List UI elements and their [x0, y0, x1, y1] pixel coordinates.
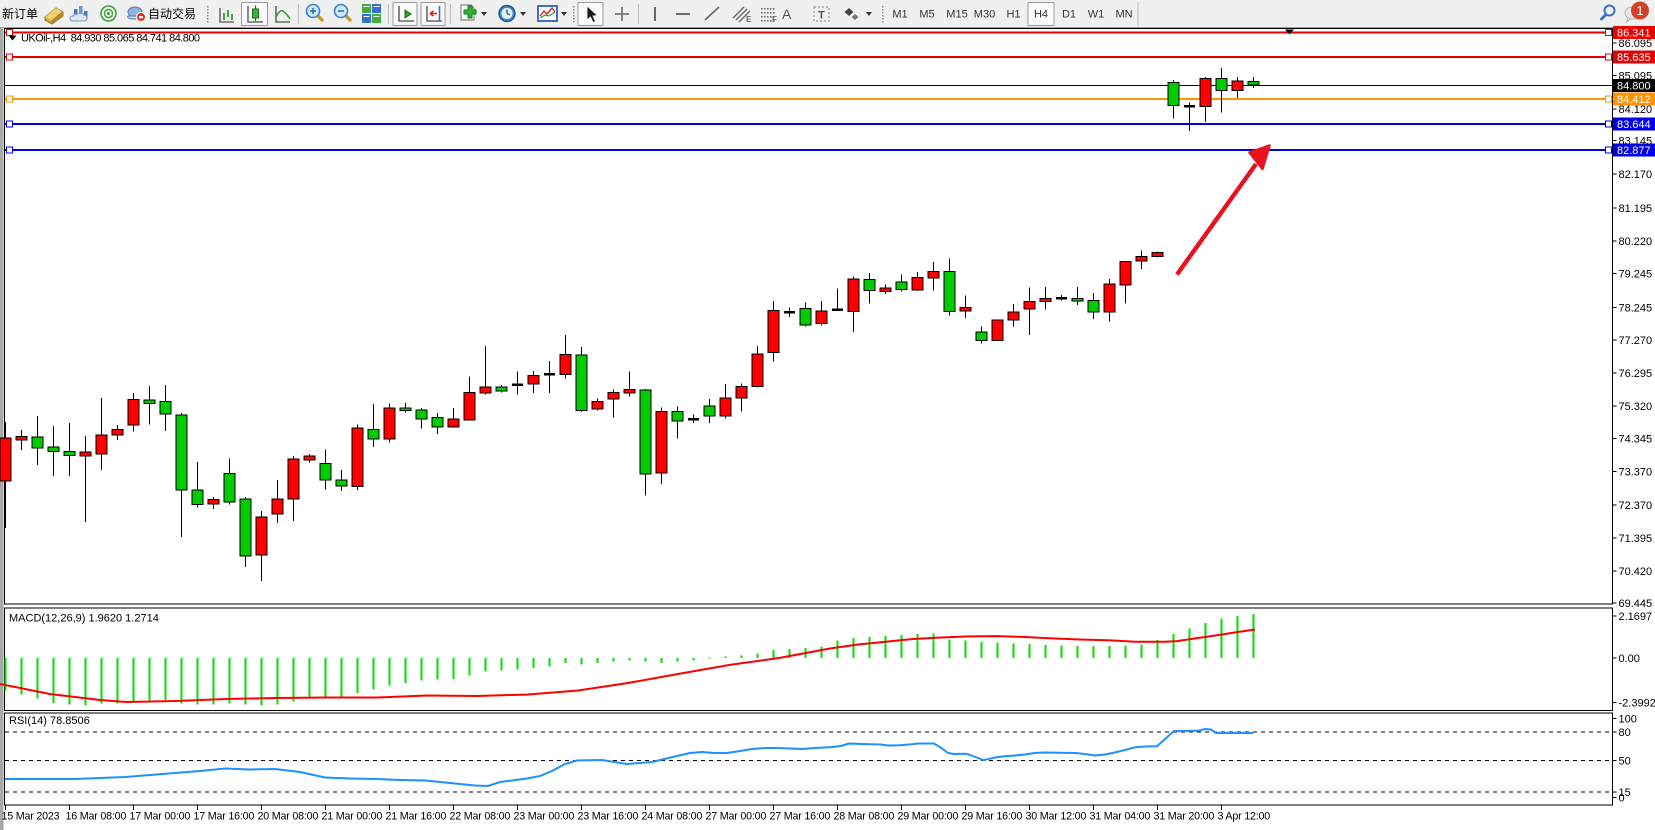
svg-text:T: T — [818, 10, 825, 22]
svg-text:82.877: 82.877 — [1617, 145, 1651, 157]
svg-text:M5: M5 — [919, 9, 934, 21]
svg-text:84.120: 84.120 — [1619, 104, 1653, 116]
svg-text:H1: H1 — [1006, 9, 1020, 21]
svg-text:M1: M1 — [892, 9, 907, 21]
svg-text:73.370: 73.370 — [1619, 467, 1653, 479]
svg-text:15: 15 — [1619, 787, 1631, 799]
svg-text:79.245: 79.245 — [1619, 269, 1653, 281]
svg-text:85.635: 85.635 — [1617, 52, 1651, 64]
svg-text:80.220: 80.220 — [1619, 236, 1653, 248]
svg-text:30 Mar 12:00: 30 Mar 12:00 — [1026, 811, 1087, 823]
svg-text:0.00: 0.00 — [1619, 653, 1640, 665]
svg-text:24 Mar 08:00: 24 Mar 08:00 — [642, 811, 703, 823]
svg-text:100: 100 — [1619, 714, 1637, 726]
svg-text:MACD(12,26,9) 1.9620 1.2714: MACD(12,26,9) 1.9620 1.2714 — [9, 613, 159, 625]
svg-text:W1: W1 — [1088, 9, 1105, 21]
svg-text:82.170: 82.170 — [1619, 169, 1653, 181]
svg-text:31 Mar 20:00: 31 Mar 20:00 — [1154, 811, 1215, 823]
svg-text:23 Mar 00:00: 23 Mar 00:00 — [514, 811, 575, 823]
svg-text:84.412: 84.412 — [1617, 94, 1651, 106]
svg-text:50: 50 — [1619, 756, 1631, 768]
svg-text:17 Mar 16:00: 17 Mar 16:00 — [194, 811, 255, 823]
svg-text:86.341: 86.341 — [1617, 28, 1651, 40]
svg-text:75.320: 75.320 — [1619, 401, 1653, 413]
svg-text:自动交易: 自动交易 — [148, 6, 196, 21]
svg-text:29 Mar 00:00: 29 Mar 00:00 — [898, 811, 959, 823]
svg-text:27 Mar 16:00: 27 Mar 16:00 — [770, 811, 831, 823]
svg-text:86.095: 86.095 — [1619, 38, 1653, 50]
svg-text:16 Mar 08:00: 16 Mar 08:00 — [66, 811, 127, 823]
svg-text:80: 80 — [1619, 727, 1631, 739]
svg-text:81.195: 81.195 — [1619, 203, 1653, 215]
svg-text:新订单: 新订单 — [2, 6, 38, 21]
svg-text:76.295: 76.295 — [1619, 368, 1653, 380]
svg-text:22 Mar 08:00: 22 Mar 08:00 — [450, 811, 511, 823]
svg-text:A: A — [782, 6, 792, 22]
svg-text:72.370: 72.370 — [1619, 500, 1653, 512]
svg-text:28 Mar 08:00: 28 Mar 08:00 — [834, 811, 895, 823]
svg-text:84.800: 84.800 — [1617, 81, 1651, 93]
svg-text:1: 1 — [1636, 3, 1643, 18]
svg-text:UKOil-,H4 84.930 85.065 84.74: UKOil-,H4 84.930 85.065 84.741 84.800 — [21, 33, 200, 45]
svg-text:21 Mar 00:00: 21 Mar 00:00 — [322, 811, 383, 823]
svg-text:31 Mar 04:00: 31 Mar 04:00 — [1090, 811, 1151, 823]
svg-text:3 Apr 12:00: 3 Apr 12:00 — [1218, 811, 1271, 823]
svg-text:77.270: 77.270 — [1619, 335, 1653, 347]
svg-text:0: 0 — [1619, 793, 1625, 805]
svg-text:20 Mar 08:00: 20 Mar 08:00 — [258, 811, 319, 823]
svg-text:83.644: 83.644 — [1617, 119, 1651, 131]
svg-text:RSI(14) 78.8506: RSI(14) 78.8506 — [9, 715, 90, 727]
svg-text:M15: M15 — [946, 9, 967, 21]
svg-text:71.395: 71.395 — [1619, 533, 1653, 545]
svg-text:23 Mar 16:00: 23 Mar 16:00 — [578, 811, 639, 823]
svg-text:69.445: 69.445 — [1619, 598, 1653, 610]
svg-text:27 Mar 00:00: 27 Mar 00:00 — [706, 811, 767, 823]
svg-text:MN: MN — [1115, 9, 1132, 21]
svg-text:D1: D1 — [1062, 9, 1076, 21]
svg-text:15 Mar 2023: 15 Mar 2023 — [2, 811, 60, 823]
svg-text:H4: H4 — [1034, 9, 1048, 21]
svg-text:E: E — [746, 15, 752, 24]
svg-text:70.420: 70.420 — [1619, 566, 1653, 578]
svg-text:M30: M30 — [974, 9, 995, 21]
svg-text:29 Mar 16:00: 29 Mar 16:00 — [962, 811, 1023, 823]
svg-text:-2.3992: -2.3992 — [1619, 698, 1655, 710]
svg-text:F: F — [772, 15, 777, 24]
svg-text:17 Mar 00:00: 17 Mar 00:00 — [130, 811, 191, 823]
svg-text:2.1697: 2.1697 — [1619, 611, 1653, 623]
svg-text:74.345: 74.345 — [1619, 434, 1653, 446]
svg-text:21 Mar 16:00: 21 Mar 16:00 — [386, 811, 447, 823]
svg-text:78.245: 78.245 — [1619, 302, 1653, 314]
